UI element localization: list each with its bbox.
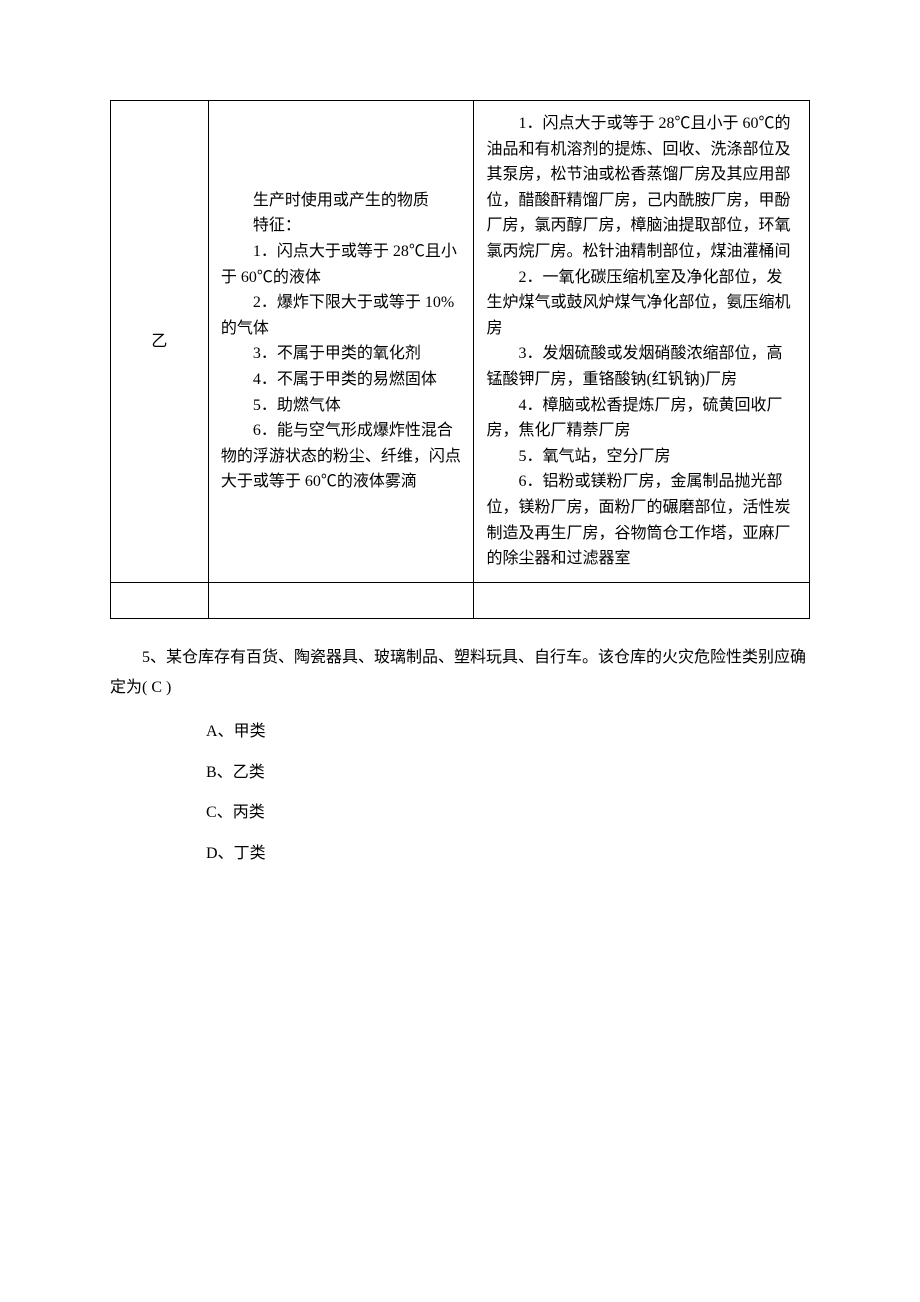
empty-cell [111,582,209,618]
empty-cell [208,582,474,618]
option-c: C、丙类 [110,798,810,828]
example-item: 2．一氧化碳压缩机室及净化部位，发生炉煤气或鼓风炉煤气净化部位，氨压缩机房 [486,265,797,342]
option-a: A、甲类 [110,717,810,747]
option-letter: D、 [206,845,234,862]
example-item: 6．铝粉或镁粉厂房，金属制品抛光部位，镁粉厂房，面粉厂的碾磨部位，活性炭制造及再… [486,469,797,571]
option-text: 乙类 [233,764,265,781]
feature-item: 1．闪点大于或等于 28℃且小于 60℃的液体 [221,239,462,290]
empty-cell [474,582,810,618]
table-empty-row [111,582,810,618]
question-number: 5、 [142,649,166,666]
feature-item: 3．不属于甲类的氧化剂 [221,341,462,367]
option-b: B、乙类 [110,758,810,788]
feature-item: 4．不属于甲类的易燃固体 [221,367,462,393]
question-text: 5、某仓库存有百货、陶瓷器具、玻璃制品、塑料玩具、自行车。该仓库的火灾危险性类别… [110,643,810,704]
option-text: 甲类 [234,723,266,740]
option-d: D、丁类 [110,839,810,869]
document-page: 乙 生产时使用或产生的物质 特征： 1．闪点大于或等于 28℃且小于 60℃的液… [0,0,920,959]
option-letter: B、 [206,764,233,781]
example-item: 5．氧气站，空分厂房 [486,444,797,470]
question-body: 某仓库存有百货、陶瓷器具、玻璃制品、塑料玩具、自行车。该仓库的火灾危险性类别应确… [110,649,806,696]
option-letter: C、 [206,804,233,821]
category-value: 乙 [151,333,167,350]
option-letter: A、 [206,723,234,740]
features-cell: 生产时使用或产生的物质 特征： 1．闪点大于或等于 28℃且小于 60℃的液体 … [208,101,474,583]
features-label: 特征： [221,213,462,239]
feature-item: 6．能与空气形成爆炸性混合物的浮游状态的粉尘、纤维，闪点大于或等于 60℃的液体… [221,418,462,495]
feature-item: 2．爆炸下限大于或等于 10%的气体 [221,290,462,341]
feature-item: 5．助燃气体 [221,393,462,419]
category-cell: 乙 [111,101,209,583]
option-text: 丁类 [234,845,266,862]
features-intro: 生产时使用或产生的物质 [221,188,462,214]
example-item: 3．发烟硫酸或发烟硝酸浓缩部位，高锰酸钾厂房，重铬酸钠(红钒钠)厂房 [486,341,797,392]
examples-cell: 1．闪点大于或等于 28℃且小于 60℃的油品和有机溶剂的提炼、回收、洗涤部位及… [474,101,810,583]
example-item: 1．闪点大于或等于 28℃且小于 60℃的油品和有机溶剂的提炼、回收、洗涤部位及… [486,111,797,265]
example-item: 4．樟脑或松香提炼厂房，硫黄回收厂房，焦化厂精萘厂房 [486,393,797,444]
table-row: 乙 生产时使用或产生的物质 特征： 1．闪点大于或等于 28℃且小于 60℃的液… [111,101,810,583]
hazard-classification-table: 乙 生产时使用或产生的物质 特征： 1．闪点大于或等于 28℃且小于 60℃的液… [110,100,810,619]
option-text: 丙类 [233,804,265,821]
